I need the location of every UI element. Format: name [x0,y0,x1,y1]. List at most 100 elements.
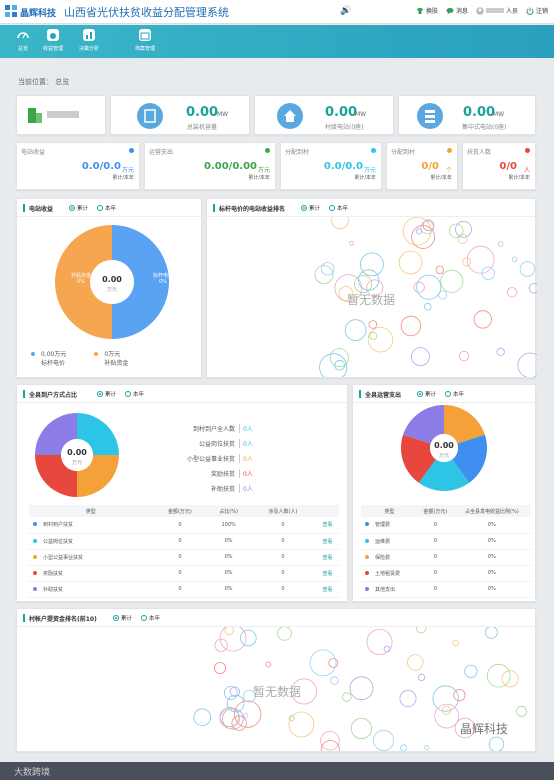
decor-bubble [422,219,435,232]
speaker-icon[interactable]: 🔊 [340,6,352,16]
pie-slice[interactable] [444,405,485,444]
radio-thisyear[interactable]: 本年 [141,614,160,622]
pie-slice[interactable] [77,455,119,497]
decor-bubble [314,265,334,284]
stat-footer: 累计/本年 [112,175,134,181]
shirt-icon [416,7,423,14]
server-icon [417,103,443,129]
kpi-value: 0.00 [325,105,358,120]
skin-button[interactable]: 换肤 [416,6,438,15]
view-link[interactable]: 查看 [316,581,339,598]
decor-bubble [224,627,234,636]
radio-thisyear[interactable]: 本年 [329,204,348,212]
logout-button[interactable]: 注销 [526,6,548,15]
decor-bubble [441,705,451,715]
pie-slice[interactable] [401,434,436,483]
stat-card: 分配到村 0.0/0.0 万元 累计/本年 [280,142,382,190]
decor-bubble [452,639,459,647]
pie-slice[interactable] [55,225,112,339]
decor-bubble [440,269,464,293]
watermark: 晶辉科技 [460,722,509,736]
pie-slice[interactable] [77,413,119,455]
pie-slice[interactable] [35,413,77,455]
decor-bubble [320,262,335,276]
stat-title: 扶贫人数 [467,149,492,156]
panel-title: 电站收益 [29,206,54,213]
nav-overview[interactable]: 总览 [0,27,46,57]
decor-bubble [458,350,470,362]
radio-thisyear[interactable]: 本年 [445,390,464,398]
stat-value: 0.0/0.0 [323,161,363,172]
decor-bubble [464,664,478,678]
panel-county-distribution: 全县到户方式占比 累计 本年 0.00 万元 到村到户全人数 0人 公益岗位扶贫 0人小… [16,384,348,602]
decor-bubble [528,283,537,294]
decor-bubble [423,302,432,311]
decor-bubble [219,707,240,727]
decor-bubble [373,729,395,751]
table-header: 占比(%) [207,505,250,517]
view-link[interactable]: 查看 [316,549,339,566]
empty-state-text: 暂无数据 [347,293,396,307]
radio-cumulative[interactable]: 累计 [113,614,132,622]
money-bag-icon [47,29,59,41]
legend-item: 公益岗位扶贫 0人 [167,436,257,451]
decor-bubble [219,627,247,652]
decor-bubble [366,279,384,297]
decor-bubble [488,736,505,751]
pie-center [90,260,134,304]
decor-bubble [359,252,384,277]
decor-bubble [290,678,317,705]
table-row: 管理费 0 0% [361,517,531,534]
pie-slice[interactable] [35,455,77,497]
nav-income[interactable]: 收益管理 [30,27,76,57]
decor-bubble [368,320,378,329]
nav-analysis[interactable]: 决策分析 [66,27,112,57]
decor-bubble [417,673,426,682]
panel-title: 全县到户方式占比 [29,392,78,399]
decor-bubble [486,663,511,688]
stat-unit: 万元 [363,167,376,174]
radio-cumulative[interactable]: 累计 [301,204,320,212]
pie-slice[interactable] [112,225,169,339]
message-button[interactable]: 消息 [446,6,468,15]
pie-slice[interactable] [452,434,487,483]
pie-center-value: 0.00 [67,448,87,457]
decor-bubble [512,256,518,262]
stat-value: 0/0 [421,161,439,172]
table-row: 运维费 0 0% [361,533,531,550]
decor-bubble [432,685,459,712]
decor-bubble [399,690,417,708]
pie-slice[interactable] [418,459,470,491]
pie-slice[interactable] [403,405,444,444]
radio-thisyear[interactable]: 本年 [97,204,116,212]
view-link[interactable]: 查看 [316,533,339,550]
expense-pie-chart: 0.00 万元 [401,405,487,491]
decor-bubble [501,670,519,688]
decor-bubble [517,352,537,377]
view-link[interactable]: 查看 [316,565,339,582]
radio-cumulative[interactable]: 累计 [97,390,116,398]
kpi-label: 总装机容量 [187,124,218,131]
user-menu[interactable]: 人员 [476,6,518,15]
status-dot [129,148,134,153]
pie-center-value: 0.00 [102,275,122,284]
user-avatar [476,6,484,15]
decor-bubble [462,257,472,267]
pie-center-value: 0.00 [434,441,454,450]
kpi-village-station: 0.00 MW 村级电站(0座) [254,95,394,135]
view-link[interactable]: 查看 [316,517,339,534]
radio-thisyear[interactable]: 本年 [125,390,144,398]
decor-bubble [434,703,460,729]
nav-archive[interactable]: 档案管理 [122,27,168,57]
legend-item: 到村到户全人数 0人 [167,421,257,436]
radio-cumulative[interactable]: 累计 [417,390,436,398]
decor-bubble [321,740,340,751]
pie-center-unit: 万元 [439,453,449,459]
brand-name: 晶辉科技 [20,9,57,19]
decor-bubble [438,290,448,300]
stat-card: 电站收益 0.0/0.0 万元 累计/本年 [16,142,140,190]
radio-cumulative[interactable]: 累计 [69,204,88,212]
kpi-value: 0.00 [186,105,219,120]
status-dot [371,148,376,153]
